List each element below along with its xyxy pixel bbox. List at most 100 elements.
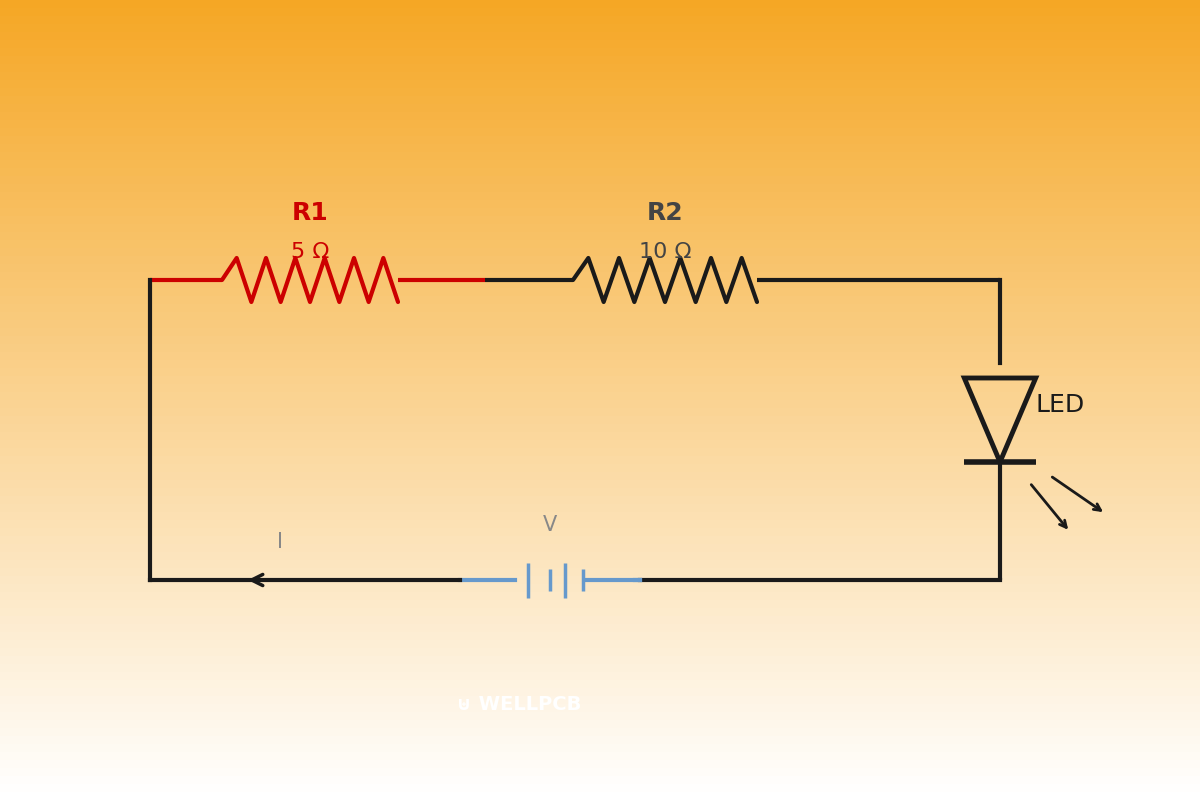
Bar: [0, 536, 1200, 544]
Bar: [0, 128, 1200, 136]
Bar: [0, 744, 1200, 752]
Bar: [0, 160, 1200, 168]
Text: R2: R2: [647, 201, 683, 225]
Bar: [0, 104, 1200, 112]
Bar: [0, 152, 1200, 160]
Bar: [0, 496, 1200, 504]
Bar: [0, 616, 1200, 624]
Bar: [0, 432, 1200, 440]
Bar: [0, 192, 1200, 200]
Bar: [0, 264, 1200, 272]
Bar: [0, 704, 1200, 712]
Text: 5 Ω: 5 Ω: [290, 242, 329, 262]
Bar: [0, 344, 1200, 352]
Bar: [0, 368, 1200, 376]
Bar: [0, 136, 1200, 144]
Bar: [0, 328, 1200, 336]
Bar: [0, 480, 1200, 488]
Bar: [0, 656, 1200, 664]
Bar: [0, 552, 1200, 560]
Bar: [0, 752, 1200, 760]
Bar: [0, 312, 1200, 320]
Text: R1: R1: [292, 201, 329, 225]
Bar: [0, 640, 1200, 648]
Bar: [0, 560, 1200, 568]
Bar: [0, 712, 1200, 720]
Bar: [0, 168, 1200, 176]
Bar: [0, 208, 1200, 216]
Text: V: V: [542, 515, 557, 535]
Bar: [0, 360, 1200, 368]
Bar: [0, 736, 1200, 744]
Bar: [0, 392, 1200, 400]
Bar: [0, 120, 1200, 128]
Bar: [0, 528, 1200, 536]
Bar: [0, 696, 1200, 704]
Bar: [0, 280, 1200, 288]
Bar: [0, 504, 1200, 512]
Bar: [0, 760, 1200, 768]
Bar: [0, 144, 1200, 152]
Bar: [0, 544, 1200, 552]
Bar: [0, 248, 1200, 256]
Bar: [0, 296, 1200, 304]
Bar: [0, 464, 1200, 472]
Bar: [0, 784, 1200, 792]
Bar: [0, 352, 1200, 360]
Bar: [0, 664, 1200, 672]
Bar: [0, 384, 1200, 392]
Bar: [0, 576, 1200, 584]
Bar: [0, 424, 1200, 432]
Bar: [0, 608, 1200, 616]
Bar: [0, 680, 1200, 688]
Bar: [0, 720, 1200, 728]
Bar: [0, 632, 1200, 640]
Bar: [0, 568, 1200, 576]
Text: I: I: [277, 532, 283, 552]
Bar: [0, 584, 1200, 592]
Bar: [0, 648, 1200, 656]
Bar: [0, 240, 1200, 248]
Bar: [0, 200, 1200, 208]
Bar: [0, 624, 1200, 632]
Bar: [0, 176, 1200, 184]
Bar: [0, 40, 1200, 48]
Bar: [0, 472, 1200, 480]
Bar: [0, 768, 1200, 776]
Bar: [0, 512, 1200, 520]
Bar: [0, 520, 1200, 528]
Bar: [0, 728, 1200, 736]
Bar: [0, 256, 1200, 264]
Bar: [0, 592, 1200, 600]
Bar: [0, 792, 1200, 800]
Bar: [0, 8, 1200, 16]
Bar: [0, 304, 1200, 312]
Bar: [0, 320, 1200, 328]
Bar: [0, 672, 1200, 680]
Bar: [0, 216, 1200, 224]
Bar: [0, 272, 1200, 280]
Bar: [0, 96, 1200, 104]
Bar: [0, 448, 1200, 456]
Text: 10 Ω: 10 Ω: [638, 242, 691, 262]
Bar: [0, 376, 1200, 384]
Bar: [0, 184, 1200, 192]
Bar: [0, 336, 1200, 344]
Text: LED: LED: [1034, 393, 1085, 417]
Bar: [0, 80, 1200, 88]
Bar: [0, 408, 1200, 416]
Bar: [0, 56, 1200, 64]
Bar: [0, 400, 1200, 408]
Bar: [0, 600, 1200, 608]
Bar: [0, 0, 1200, 8]
Bar: [0, 48, 1200, 56]
Bar: [0, 688, 1200, 696]
Bar: [0, 24, 1200, 32]
Bar: [0, 88, 1200, 96]
Bar: [0, 32, 1200, 40]
Bar: [0, 64, 1200, 72]
Bar: [0, 440, 1200, 448]
Bar: [0, 224, 1200, 232]
Bar: [0, 232, 1200, 240]
Bar: [0, 16, 1200, 24]
